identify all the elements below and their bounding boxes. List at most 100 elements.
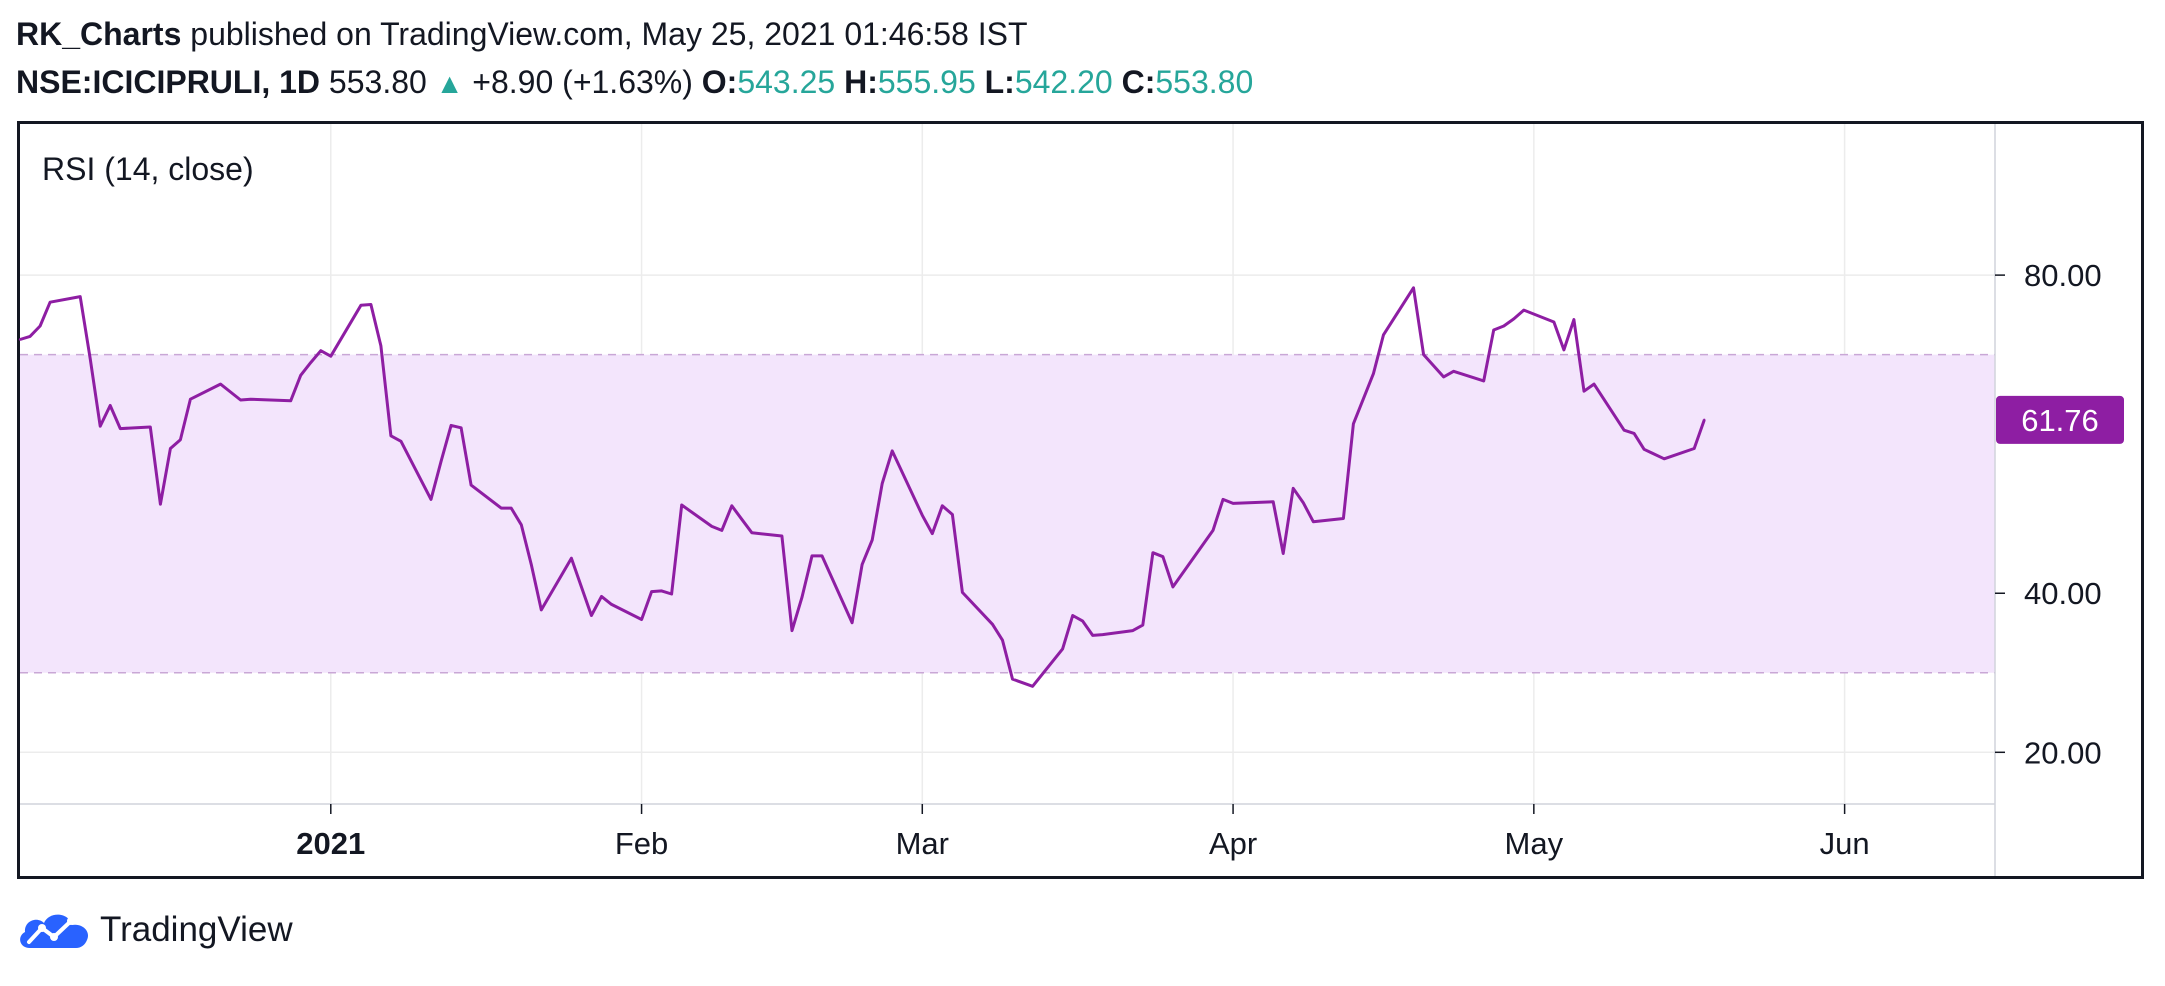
- rsi-point: [600, 595, 603, 598]
- rsi-point: [1372, 372, 1375, 375]
- footer-brand[interactable]: TradingView: [16, 905, 293, 955]
- rsi-point: [891, 449, 894, 453]
- x-tick-label: Jun: [1820, 826, 1870, 861]
- y-tick-label: 20.00: [2024, 735, 2102, 770]
- rsi-point: [189, 397, 192, 401]
- rsi-point: [1412, 286, 1415, 290]
- rsi-point: [309, 361, 312, 364]
- rsi-point: [1101, 633, 1104, 636]
- published-text: published on TradingView.com, May 25, 20…: [181, 16, 1028, 52]
- chart-frame[interactable]: [17, 121, 2144, 879]
- y-tick-label: 40.00: [2024, 576, 2102, 611]
- rsi-point: [1703, 418, 1706, 422]
- rsi-point: [1342, 517, 1345, 520]
- author-name[interactable]: RK_Charts: [16, 16, 182, 52]
- last-value-badge: 61.76: [1996, 395, 2124, 444]
- rsi-point: [109, 404, 112, 407]
- rsi-point: [951, 513, 954, 516]
- rsi-point: [921, 514, 924, 517]
- rsi-point: [1312, 520, 1315, 523]
- rsi-point: [1071, 614, 1074, 617]
- up-arrow-icon: ▲: [435, 68, 464, 99]
- rsi-point: [1352, 422, 1355, 426]
- rsi-point: [1171, 585, 1175, 589]
- rsi-point: [1562, 348, 1566, 352]
- rsi-point: [429, 498, 433, 501]
- rsi-point: [640, 618, 643, 621]
- rsi-point: [1131, 629, 1135, 632]
- open-value: 543.25: [737, 64, 836, 100]
- rsi-point: [1642, 448, 1646, 451]
- low-label: L:: [984, 64, 1015, 100]
- rsi-point: [500, 506, 503, 510]
- rsi-point: [299, 374, 302, 377]
- rsi-point: [750, 531, 754, 534]
- publish-line: RK_Charts published on TradingView.com, …: [16, 12, 1028, 56]
- rsi-point: [179, 438, 182, 441]
- rsi-point: [1592, 382, 1596, 386]
- rsi-point: [329, 355, 332, 358]
- rsi-point: [229, 390, 232, 394]
- rsi-point: [1302, 501, 1305, 504]
- rsi-point: [530, 563, 533, 566]
- rsi-point: [1572, 318, 1576, 321]
- high-value: 555.95: [877, 64, 976, 100]
- rsi-point: [389, 434, 393, 437]
- close-label: C:: [1121, 64, 1156, 100]
- rsi-point: [1622, 428, 1626, 432]
- rsi-point: [1512, 317, 1515, 321]
- rsi-point: [740, 518, 744, 521]
- rsi-point: [119, 427, 122, 430]
- rsi-point: [800, 596, 804, 599]
- rsi-point: [38, 324, 42, 328]
- rsi-band: [20, 354, 1995, 673]
- rsi-point: [439, 460, 443, 463]
- price-change: +8.90 (+1.63%): [472, 64, 693, 100]
- rsi-point: [961, 591, 964, 594]
- rsi-point: [650, 590, 653, 593]
- indicator-title[interactable]: RSI (14, close): [42, 151, 254, 187]
- rsi-point: [28, 335, 32, 338]
- rsi-point: [1211, 529, 1215, 532]
- rsi-point: [520, 523, 523, 527]
- rsi-point: [610, 603, 613, 606]
- symbol-label: NSE:ICICIPRULI, 1D: [16, 64, 321, 100]
- rsi-point: [289, 399, 292, 402]
- rsi-point: [1231, 502, 1235, 505]
- rsi-point: [449, 424, 453, 427]
- rsi-point: [1422, 353, 1425, 356]
- rsi-point: [1492, 328, 1495, 332]
- x-tick-label: Mar: [896, 826, 949, 861]
- rsi-point: [991, 623, 994, 626]
- rsi-point: [88, 357, 92, 360]
- high-label: H:: [844, 64, 878, 100]
- rsi-point: [680, 503, 683, 507]
- rsi-points: [18, 286, 1706, 688]
- rsi-point: [1442, 375, 1445, 379]
- rsi-point: [459, 426, 463, 430]
- rsi-point: [1091, 634, 1094, 637]
- rsi-point: [720, 529, 723, 532]
- rsi-point: [931, 532, 934, 535]
- rsi-point: [941, 504, 944, 507]
- x-axis-ticks: 2021 Feb Mar Apr May Jun: [296, 804, 1870, 861]
- rsi-point: [149, 425, 152, 429]
- rsi-point: [1141, 623, 1145, 627]
- y-axis-ticks: 20.00 40.00 80.00: [1995, 258, 2102, 770]
- rsi-point: [469, 483, 473, 487]
- rsi-point: [1632, 432, 1636, 435]
- rsi-point: [870, 538, 874, 542]
- rsi-point: [1031, 685, 1034, 688]
- rsi-point: [1001, 638, 1004, 642]
- rsi-point: [1011, 677, 1014, 681]
- rsi-point: [1482, 379, 1485, 383]
- rsi-point: [99, 425, 102, 428]
- rsi-point: [510, 506, 513, 510]
- rsi-point: [710, 525, 713, 528]
- tradingview-cloud-icon: [20, 914, 89, 948]
- rsi-point: [169, 447, 172, 450]
- rsi-point: [1061, 647, 1064, 651]
- rsi-point: [1281, 552, 1285, 555]
- rsi-point: [1452, 370, 1455, 373]
- rsi-point: [1693, 447, 1696, 450]
